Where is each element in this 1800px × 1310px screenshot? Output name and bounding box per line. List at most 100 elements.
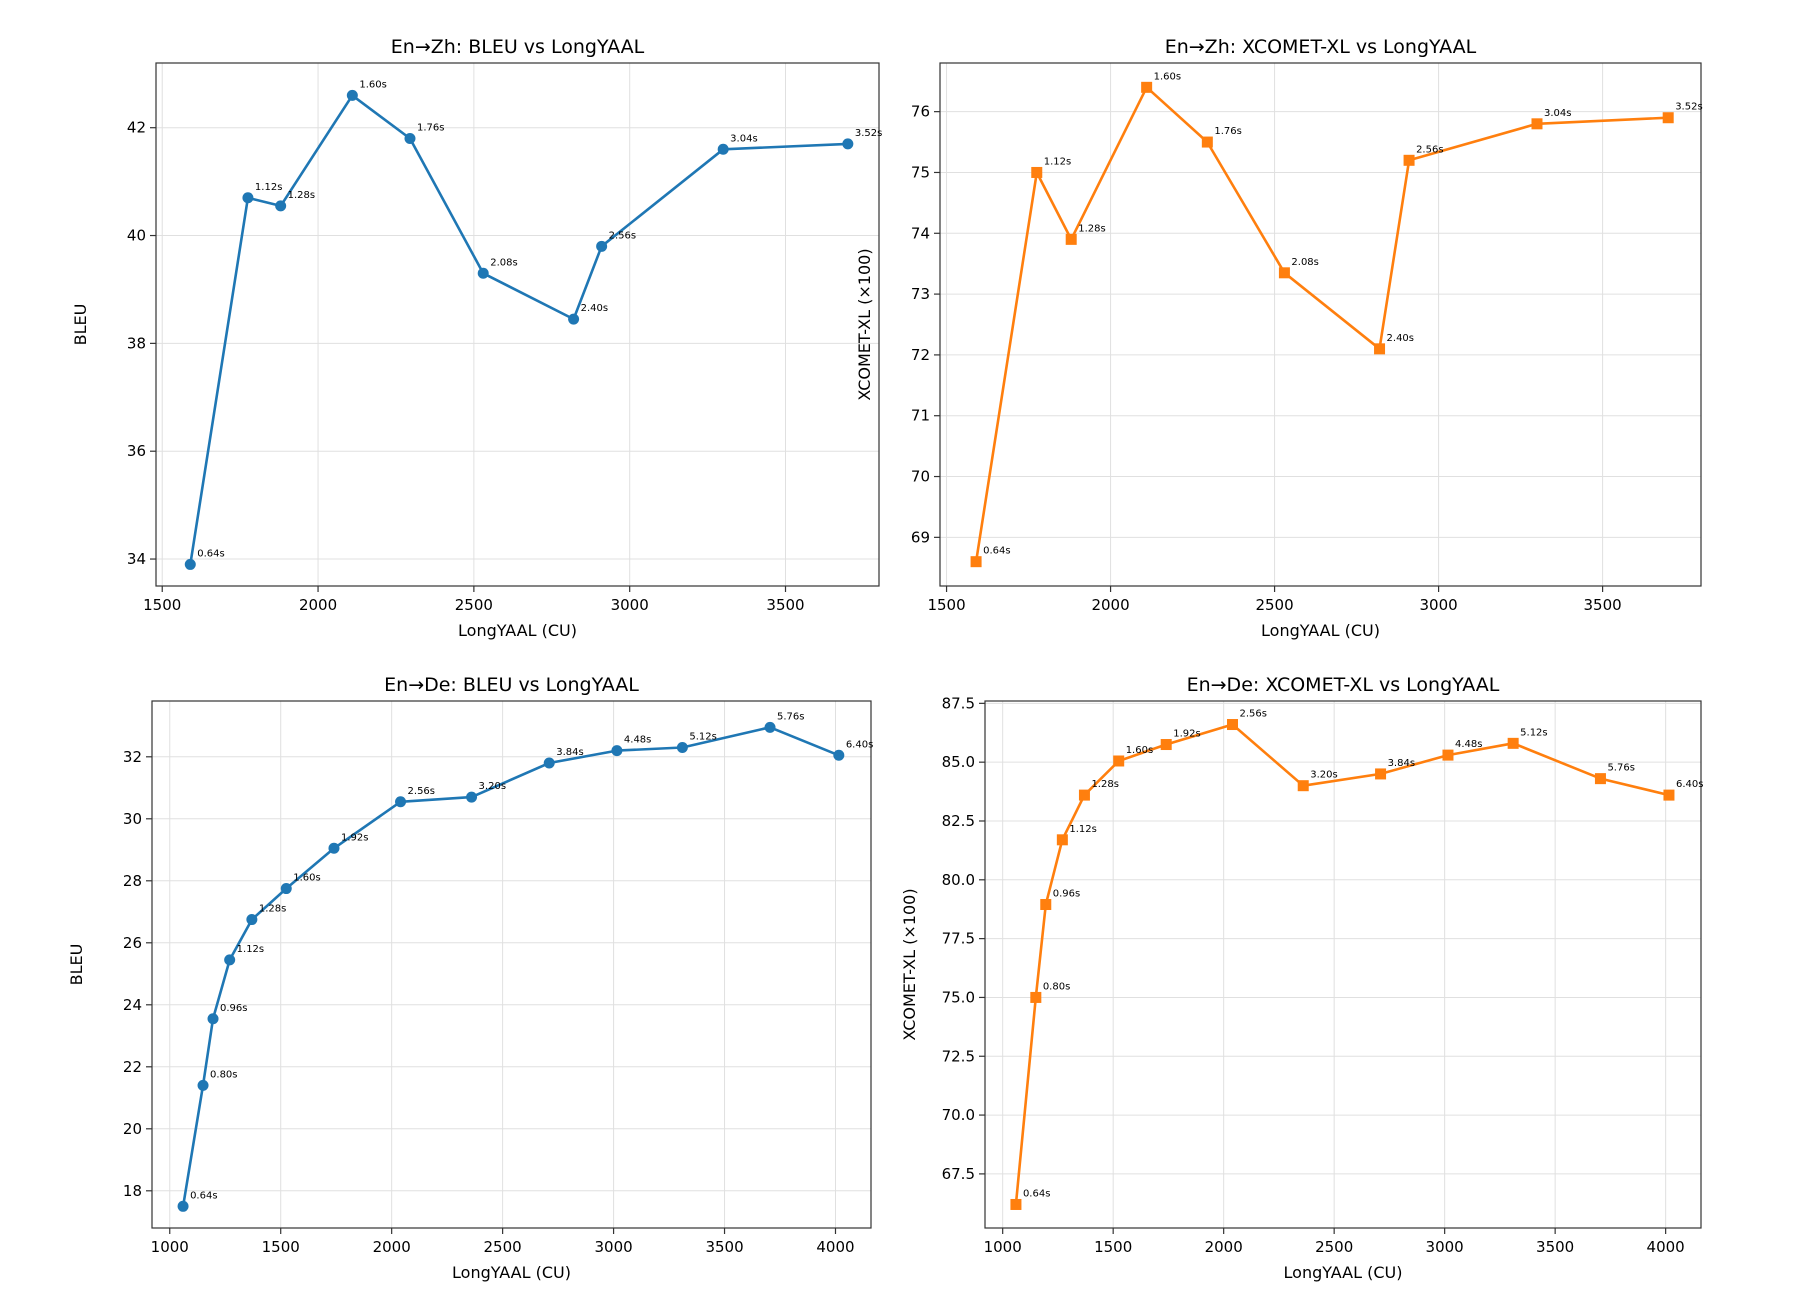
data-point	[764, 721, 776, 733]
data-point-label: 2.40s	[581, 303, 608, 314]
y-tick-label: 72.5	[942, 1047, 975, 1065]
chart-en-zh-xcomet: 1500 2000 2500 3000 3500 69 70 71 72 73 74 75 76 0.64…	[855, 36, 1703, 640]
data-point-label: 5.12s	[1520, 727, 1547, 738]
x-tick-label: 2500	[484, 1238, 522, 1256]
x-tick-label: 3500	[1584, 596, 1622, 614]
data-point-label: 2.56s	[1240, 709, 1267, 720]
plot-frame	[984, 700, 1702, 1229]
data-point	[970, 556, 982, 568]
data-point	[346, 89, 358, 101]
data-point	[477, 267, 489, 279]
data-point-label: 1.60s	[1154, 71, 1181, 82]
x-tick-label: 1500	[927, 596, 965, 614]
plot-frame	[151, 700, 872, 1229]
data-point	[246, 914, 258, 926]
data-point	[275, 200, 287, 212]
y-tick-label: 74	[911, 224, 930, 242]
chart-en-de-bleu: 1000 1500 2000 2500 3000 3500 4000 18 20 22 24 26 28…	[67, 674, 873, 1282]
data-point-label: 0.80s	[210, 1069, 237, 1080]
data-point	[1375, 768, 1387, 780]
plot-area	[152, 701, 871, 1228]
y-tick-label: 80.0	[942, 871, 975, 889]
series-line	[189, 94, 848, 565]
data-point	[1374, 343, 1386, 355]
x-tick-label: 2500	[1255, 596, 1293, 614]
data-point	[1040, 899, 1052, 911]
data-point	[207, 1013, 219, 1025]
data-point-label: 1.12s	[255, 182, 282, 193]
data-point	[224, 954, 236, 966]
data-point	[197, 1079, 209, 1091]
chart-title: En→Zh: XCOMET-XL vs LongYAAL	[1165, 36, 1477, 58]
y-tick-label: 34	[127, 550, 146, 568]
data-point	[280, 883, 292, 895]
data-point-label: 0.64s	[983, 546, 1010, 557]
x-axis-label: LongYAAL (CU)	[458, 621, 577, 640]
data-point	[1507, 737, 1519, 749]
data-point-label: 1.76s	[417, 122, 444, 133]
data-point	[1010, 1198, 1022, 1210]
data-point	[177, 1200, 189, 1212]
x-tick-label: 3500	[1536, 1238, 1574, 1256]
data-point-label: 1.28s	[259, 904, 286, 915]
data-point-label: 5.76s	[1607, 763, 1634, 774]
data-point-label: 6.40s	[846, 739, 873, 750]
data-point-label: 4.48s	[1455, 739, 1482, 750]
x-tick-label: 2000	[1205, 1238, 1243, 1256]
data-point	[395, 796, 407, 808]
chart-en-zh-bleu: 1500 2000 2500 3000 3500 34 36 38 40 42 0.64s 1.12s…	[71, 36, 882, 640]
x-tick-label: 3000	[594, 1238, 632, 1256]
x-tick-label: 2500	[1315, 1238, 1353, 1256]
data-point-label: 3.20s	[1310, 770, 1337, 781]
plot-area	[156, 63, 879, 586]
data-point-label: 3.84s	[556, 747, 583, 758]
data-point	[1278, 267, 1290, 279]
y-tick-label: 30	[123, 810, 142, 828]
data-point	[1663, 789, 1675, 801]
data-point	[717, 143, 729, 155]
data-point	[596, 240, 608, 252]
y-tick-label: 22	[123, 1058, 142, 1076]
y-tick-label: 75.0	[942, 988, 975, 1006]
x-tick-label: 3500	[705, 1238, 743, 1256]
x-tick-label: 1000	[151, 1238, 189, 1256]
data-point	[1531, 118, 1543, 130]
series-line	[974, 86, 1669, 562]
x-tick-label: 1500	[1094, 1238, 1132, 1256]
data-point-label: 1.60s	[359, 79, 386, 90]
y-tick-label: 76	[911, 103, 930, 121]
data-point	[1201, 136, 1213, 148]
x-tick-label: 3000	[1419, 596, 1457, 614]
data-point-label: 2.56s	[408, 786, 435, 797]
data-point-label: 2.40s	[1387, 333, 1414, 344]
data-point	[676, 742, 688, 753]
y-tick-label: 42	[127, 119, 146, 137]
data-point	[1297, 780, 1309, 792]
chart-en-de-xcomet: 1000 1500 2000 2500 3000 3500 4000 67.5 70.0 72.5…	[900, 674, 1703, 1282]
y-tick-label: 38	[127, 334, 146, 352]
data-point-label: 5.76s	[777, 711, 804, 722]
data-point	[1030, 991, 1042, 1003]
data-point	[833, 749, 845, 761]
y-tick-label: 70.0	[942, 1106, 975, 1124]
data-point	[1442, 749, 1454, 761]
data-point	[1141, 81, 1153, 93]
data-point	[1078, 789, 1090, 801]
y-tick-label: 36	[127, 442, 146, 460]
data-point	[404, 132, 416, 144]
x-tick-label: 2000	[1091, 596, 1129, 614]
data-point	[1160, 739, 1172, 751]
plot-frame	[155, 62, 880, 587]
y-tick-label: 73	[911, 285, 930, 303]
data-point-label: 2.56s	[609, 230, 636, 241]
y-tick-label: 72	[911, 346, 930, 364]
x-tick-label: 4000	[1647, 1238, 1685, 1256]
data-point	[1594, 773, 1606, 785]
data-point	[1662, 112, 1674, 124]
x-tick-label: 3000	[611, 596, 649, 614]
data-point	[1056, 834, 1068, 846]
y-axis-label: XCOMET-XL (×100)	[855, 248, 874, 400]
x-tick-label: 1500	[262, 1238, 300, 1256]
data-point-label: 1.92s	[1173, 729, 1200, 740]
data-point	[466, 791, 478, 803]
